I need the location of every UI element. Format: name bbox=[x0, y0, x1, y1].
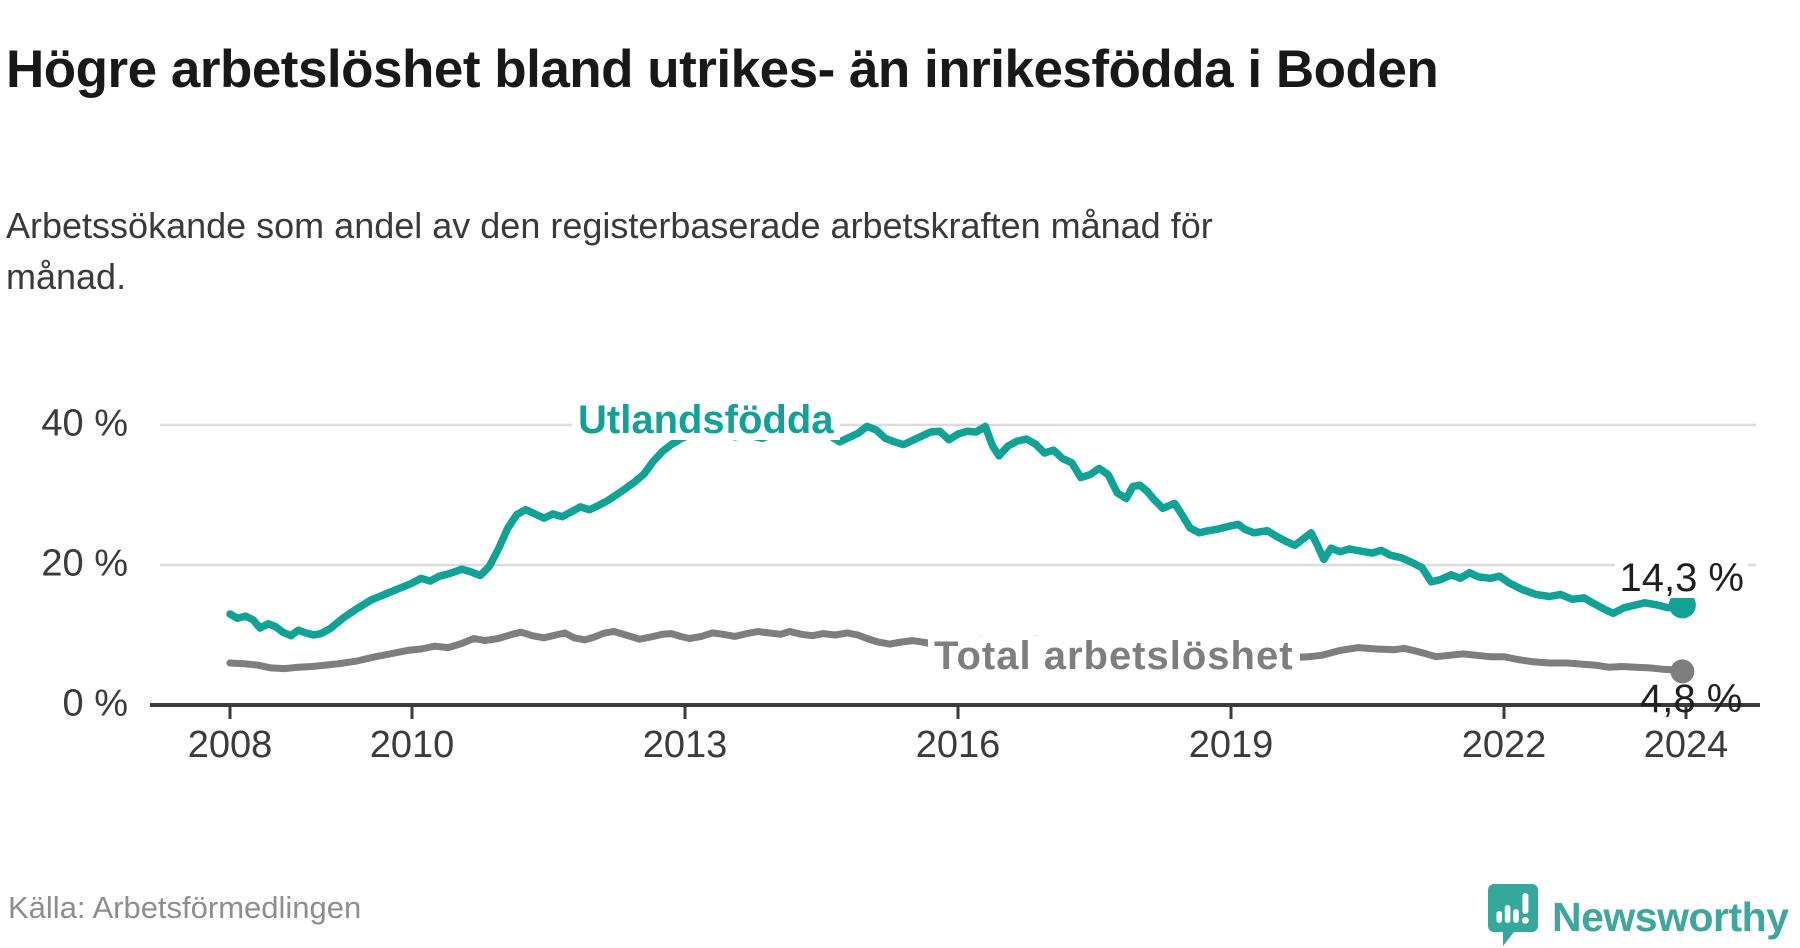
x-tick-label: 2008 bbox=[187, 724, 273, 766]
end-value-label-utlandsfodda: 14,3 % bbox=[1615, 558, 1748, 598]
series-line-1 bbox=[226, 628, 1686, 675]
y-tick-label: 0 % bbox=[62, 682, 128, 725]
y-tick-label: 40 % bbox=[41, 402, 128, 445]
x-tick-label: 2016 bbox=[915, 724, 1001, 766]
page-subtitle: Arbetssökande som andel av den registerb… bbox=[6, 205, 1213, 298]
series-label-total-arbetsloshet: Total arbetslöshet bbox=[928, 636, 1300, 676]
newsworthy-speech-bubble-chart-icon bbox=[1488, 884, 1538, 948]
series-line-0 bbox=[226, 422, 1687, 640]
series-end-dot-1 bbox=[1670, 659, 1695, 684]
y-tick-label: 20 % bbox=[41, 542, 128, 585]
x-tick-label: 2019 bbox=[1188, 724, 1274, 766]
end-value-label-total: 4,8 % bbox=[1640, 677, 1743, 721]
x-tick-label: 2013 bbox=[642, 724, 728, 766]
brand-logo: Newsworthy bbox=[1488, 884, 1789, 948]
series-label-utlandsfodda: Utlandsfödda bbox=[572, 400, 840, 440]
page-title: Högre arbetslöshet bland utrikes- än inr… bbox=[6, 39, 1439, 99]
x-tick-label: 2022 bbox=[1461, 724, 1547, 766]
x-tick-label: 2010 bbox=[369, 724, 455, 766]
x-tick-label: 2024 bbox=[1643, 724, 1729, 766]
brand-name: Newsworthy bbox=[1552, 894, 1789, 940]
source-note: Källa: Arbetsförmedlingen bbox=[8, 890, 362, 925]
series-end-dot-0 bbox=[1668, 591, 1696, 619]
